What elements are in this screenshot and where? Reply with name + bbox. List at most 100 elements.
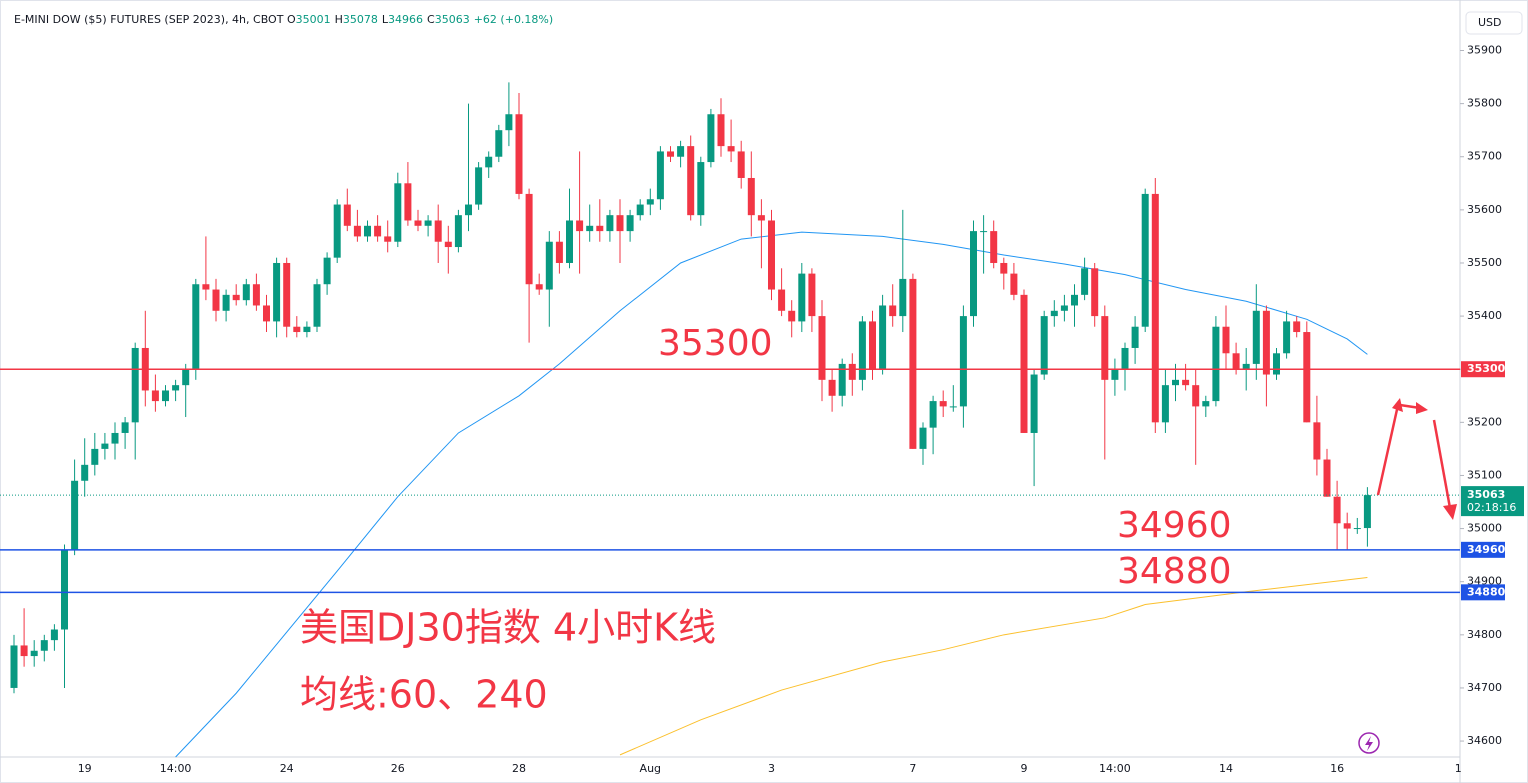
currency[interactable]: USD xyxy=(1478,16,1502,29)
x-tick-label: Aug xyxy=(640,762,661,775)
y-tick-label: 34600 xyxy=(1467,734,1502,747)
level-annotation: 34960 xyxy=(1117,505,1232,546)
candle-body xyxy=(959,316,967,407)
candle-body xyxy=(818,316,826,380)
candle-body xyxy=(40,640,48,651)
candle-body xyxy=(101,443,109,449)
candle-body xyxy=(687,146,695,216)
candle-body xyxy=(566,220,573,263)
candle-body xyxy=(889,305,897,317)
x-tick-label: 7 xyxy=(909,762,916,775)
candle-body xyxy=(1111,369,1119,380)
candle-body xyxy=(20,645,28,657)
candle-body xyxy=(131,347,139,423)
candle-body xyxy=(162,390,169,402)
candle-body xyxy=(788,310,796,322)
candle-body xyxy=(919,427,927,449)
candle-body xyxy=(656,151,664,200)
candle-body xyxy=(1343,523,1351,529)
candle-body xyxy=(81,464,89,481)
candle-body xyxy=(1172,379,1179,386)
candle-body xyxy=(667,151,674,157)
candle-body xyxy=(1182,379,1190,386)
y-tick-label: 34700 xyxy=(1467,681,1502,694)
candle-body xyxy=(192,284,200,370)
candle-body xyxy=(1030,374,1038,433)
candle-body xyxy=(697,162,705,216)
candle-body xyxy=(1131,326,1139,348)
annotation: 均线:60、240 xyxy=(300,673,548,717)
candle-body xyxy=(424,220,432,226)
candle-body xyxy=(929,401,937,428)
y-tick-label: 34800 xyxy=(1467,628,1502,641)
moving-average xyxy=(619,576,1368,756)
candle-body xyxy=(677,146,685,157)
candle-body xyxy=(1010,273,1018,295)
candle-body xyxy=(283,262,291,327)
candle-body xyxy=(768,220,775,290)
candle-body xyxy=(798,273,806,322)
candle-body xyxy=(1020,294,1028,433)
candle-body xyxy=(1303,332,1311,423)
candle-body xyxy=(1232,353,1240,370)
candle-body xyxy=(990,231,998,263)
candle-body xyxy=(515,114,523,194)
currency-button[interactable] xyxy=(1465,11,1523,35)
candle-body xyxy=(980,231,988,233)
candle-body xyxy=(444,241,452,248)
candle-body xyxy=(111,432,119,444)
candle-body xyxy=(374,225,382,237)
candle-body xyxy=(1081,268,1089,295)
candle-body xyxy=(1060,305,1068,311)
arrow-head xyxy=(1416,402,1428,414)
x-tick-label: 1 xyxy=(1455,762,1462,775)
level-badge xyxy=(1461,361,1505,378)
candle-body xyxy=(454,215,462,248)
candle-body xyxy=(202,284,210,290)
y-tick-label: 35200 xyxy=(1467,415,1502,428)
candle-body xyxy=(273,262,281,322)
alert-bolt xyxy=(1365,736,1373,751)
candle-body xyxy=(151,390,159,402)
candle-body xyxy=(364,225,371,237)
candle-body xyxy=(858,321,866,380)
candle-body xyxy=(1101,316,1109,380)
candle-body xyxy=(61,549,68,630)
candle-body xyxy=(91,448,99,465)
candle-body xyxy=(1091,268,1099,317)
candle-body xyxy=(30,650,38,657)
candle-body xyxy=(1283,321,1291,354)
candle-body xyxy=(222,294,230,311)
y-tick-label: 35600 xyxy=(1467,203,1502,216)
candle-body xyxy=(879,305,887,370)
candle-body xyxy=(1363,495,1371,529)
candle-body xyxy=(232,294,240,301)
ohlc-value: 34966 xyxy=(388,13,424,26)
candle-body xyxy=(252,284,260,306)
candle-body xyxy=(212,289,220,311)
candle-body xyxy=(434,220,442,242)
y-tick-label: 35700 xyxy=(1467,150,1502,163)
candle-body xyxy=(757,215,765,221)
candle-body xyxy=(596,225,604,232)
candle-body xyxy=(1071,294,1078,306)
candle-body xyxy=(1323,459,1331,497)
level-label: 34960 xyxy=(1467,543,1506,556)
ohlc-label: L xyxy=(381,13,389,26)
candle-body xyxy=(1242,363,1250,370)
candle-body xyxy=(939,401,947,407)
ohlc-value: 35001 xyxy=(295,13,331,26)
level-label: 35300 xyxy=(1467,362,1506,375)
candle-body xyxy=(606,215,614,232)
candle-body xyxy=(50,629,58,641)
candle-body xyxy=(737,151,745,178)
candle-body xyxy=(1202,401,1210,407)
candle-body xyxy=(970,231,977,317)
candle-body xyxy=(182,369,190,386)
candle-body xyxy=(384,236,392,242)
candle-body xyxy=(717,114,725,147)
last-price-badge xyxy=(1461,486,1524,517)
candle-body xyxy=(1121,347,1129,370)
candle-body xyxy=(808,273,816,317)
candle-body xyxy=(828,379,836,396)
